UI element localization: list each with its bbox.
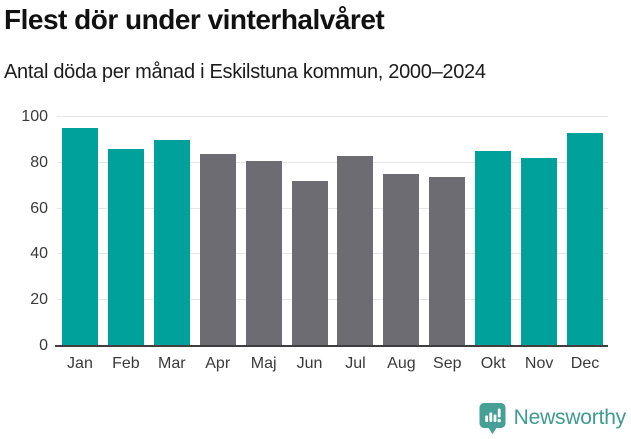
bar-mar: [153, 139, 190, 346]
bar-sep: [429, 176, 466, 346]
brand-name: Newsworthy: [513, 406, 627, 429]
gridline-60: [57, 207, 608, 209]
x-tick-label-mar: Mar: [158, 355, 186, 372]
x-tick-label-maj: Maj: [250, 355, 277, 372]
x-tick-label-aug: Aug: [387, 355, 416, 372]
y-tick-label-0: 0: [39, 337, 48, 354]
x-tick-label-jun: Jun: [296, 355, 323, 372]
x-tick-label-dec: Dec: [570, 355, 600, 372]
newsworthy-branding: Newsworthy: [478, 399, 626, 437]
y-axis-labels: 0 20 40 60 80 100: [6, 108, 48, 354]
gridline-40: [57, 253, 608, 255]
x-tick-label-jan: Jan: [67, 355, 93, 372]
x-tick-label-okt: Okt: [480, 355, 506, 372]
x-axis-labels: Jan Feb Mar Apr Maj Jun Jul Aug Sep Okt Nov Dec: [57, 355, 608, 377]
bar-jan: [61, 128, 98, 346]
chart-subtitle: Antal döda per månad i Eskilstuna kommun…: [4, 61, 486, 83]
y-tick-label-80: 80: [30, 153, 48, 171]
newsworthy-logo-icon: [478, 401, 507, 436]
bar-jul: [337, 155, 374, 346]
y-tick-label-20: 20: [30, 291, 48, 309]
bar-feb: [107, 149, 144, 346]
bar-nov: [521, 158, 558, 346]
speech-bubble-shape: [479, 402, 506, 434]
bar-dec: [567, 133, 604, 346]
page-title: Flest dör under vinterhalvåret: [4, 4, 385, 35]
bar-okt: [475, 151, 512, 346]
x-tick-label-jul: Jul: [345, 355, 366, 372]
gridline-80: [57, 161, 608, 163]
x-tick-label-apr: Apr: [205, 355, 231, 372]
gridline-20: [57, 299, 608, 301]
y-tick-label-100: 100: [21, 108, 48, 125]
x-axis-line: [55, 345, 608, 347]
bar-aug: [383, 174, 420, 346]
x-tick-label-sep: Sep: [433, 355, 462, 372]
bar-maj: [245, 160, 282, 346]
plot-area: [55, 116, 608, 347]
gridline-100: [57, 116, 608, 117]
y-tick-label-60: 60: [30, 199, 48, 217]
x-tick-label-nov: Nov: [524, 355, 554, 372]
y-tick-label-40: 40: [30, 245, 48, 263]
bar-apr: [199, 153, 236, 346]
bar-jun: [291, 181, 328, 346]
x-tick-label-feb: Feb: [112, 355, 140, 372]
